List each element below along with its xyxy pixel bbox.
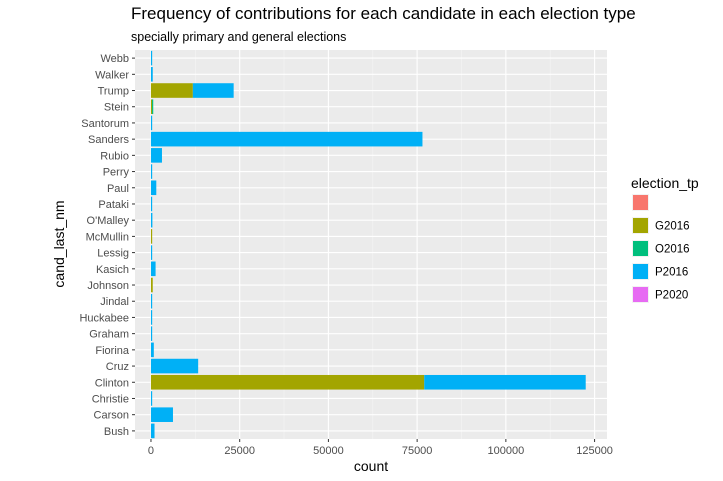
x-tick-label: 75000 <box>402 445 433 457</box>
y-tick-label: Cruz <box>106 361 129 373</box>
bar-G2016-Clinton <box>150 374 425 390</box>
bar-P2016-Sanders <box>150 131 423 147</box>
legend-swatch-P2020 <box>633 287 648 302</box>
legend-label: P2020 <box>655 290 688 302</box>
bar-P2016-Perry <box>150 164 153 179</box>
legend-label: P2016 <box>655 267 688 279</box>
y-tick-label: Johnson <box>87 280 129 292</box>
bar-P2016-Bush <box>150 423 155 439</box>
bar-P2016-O'Malley <box>150 212 153 228</box>
legend-swatch-G2016 <box>633 218 648 233</box>
bar-P2016-Kasich <box>150 261 156 277</box>
y-tick-label: Santorum <box>81 118 129 130</box>
chart-title: Frequency of contributions for each cand… <box>131 4 636 23</box>
x-tick-label: 0 <box>148 445 154 457</box>
bar-P2016-Cruz <box>150 358 199 374</box>
x-axis-title: count <box>354 458 388 474</box>
x-axis-ticks: 0 25000 50000 75000 100000 125000 <box>148 439 613 457</box>
y-tick-label: Walker <box>95 69 129 81</box>
bar-G2016-Stein <box>150 99 153 115</box>
bars <box>150 50 586 439</box>
bar-P2016-Clinton <box>424 374 586 390</box>
bar-O2016-Stein <box>152 99 154 115</box>
bar-P2016-Graham <box>150 326 153 341</box>
bar-P2016-Huckabee <box>150 310 153 325</box>
bar-P2016-Christie <box>150 391 153 406</box>
y-tick-label: Pataki <box>98 199 129 211</box>
chart-subtitle: specially primary and general elections <box>131 30 346 44</box>
bar-P2016-Santorum <box>150 115 153 131</box>
bar-P2016-Lessig <box>150 245 153 260</box>
y-tick-label: Paul <box>107 183 129 195</box>
bar-G2016-Johnson <box>150 277 153 293</box>
y-tick-label: Bush <box>104 426 129 438</box>
x-tick-label: 25000 <box>224 445 255 457</box>
y-tick-label: Trump <box>98 86 129 98</box>
bar-P2016-Walker <box>150 67 153 82</box>
bar-P2016-Fiorina <box>150 342 154 358</box>
y-tick-label: Clinton <box>95 377 129 389</box>
bar-P2016-Pataki <box>150 196 153 212</box>
legend: G2016 O2016 P2016 P2020 <box>632 194 690 303</box>
y-tick-label: O'Malley <box>87 215 130 227</box>
legend-swatch-O2016 <box>633 241 648 256</box>
legend-title: election_tp <box>631 175 699 191</box>
plot-panel <box>135 50 607 439</box>
bar-G2016-Trump <box>150 83 193 98</box>
x-tick-label: 100000 <box>487 445 524 457</box>
y-axis-title: cand_last_nm <box>51 200 67 287</box>
legend-swatch-blank <box>633 195 648 210</box>
y-tick-label: Carson <box>94 410 129 422</box>
y-tick-label: Christie <box>92 393 129 405</box>
y-tick-label: Fiorina <box>95 345 130 357</box>
y-axis-ticks: Bush Carson Christie Clinton Cruz Fiorina Grah… <box>79 53 135 438</box>
legend-swatch-P2016 <box>633 264 648 279</box>
y-tick-label: Perry <box>103 167 130 179</box>
y-tick-label: Sanders <box>88 134 129 146</box>
bar-P2016-Jindal <box>150 293 153 309</box>
y-tick-label: Kasich <box>96 264 129 276</box>
x-tick-label: 50000 <box>313 445 344 457</box>
y-tick-label: Graham <box>89 329 129 341</box>
x-tick-label: 125000 <box>576 445 613 457</box>
y-tick-label: McMullin <box>86 231 129 243</box>
y-tick-label: Rubio <box>100 150 129 162</box>
bar-P2016-Carson <box>150 407 173 422</box>
legend-label: O2016 <box>655 244 690 256</box>
y-tick-label: Stein <box>104 102 129 114</box>
bar-P2016-Trump <box>192 83 234 98</box>
bar-P2016-Webb <box>150 50 153 66</box>
legend-label: G2016 <box>655 221 690 233</box>
bar-P2016-Rubio <box>150 148 162 163</box>
bar-P2016-Paul <box>150 180 157 196</box>
y-tick-label: Huckabee <box>79 312 129 324</box>
y-tick-label: Lessig <box>97 248 129 260</box>
y-tick-label: Jindal <box>100 296 129 308</box>
bar-G2016-McMullin <box>150 229 153 244</box>
y-tick-label: Webb <box>100 53 129 65</box>
